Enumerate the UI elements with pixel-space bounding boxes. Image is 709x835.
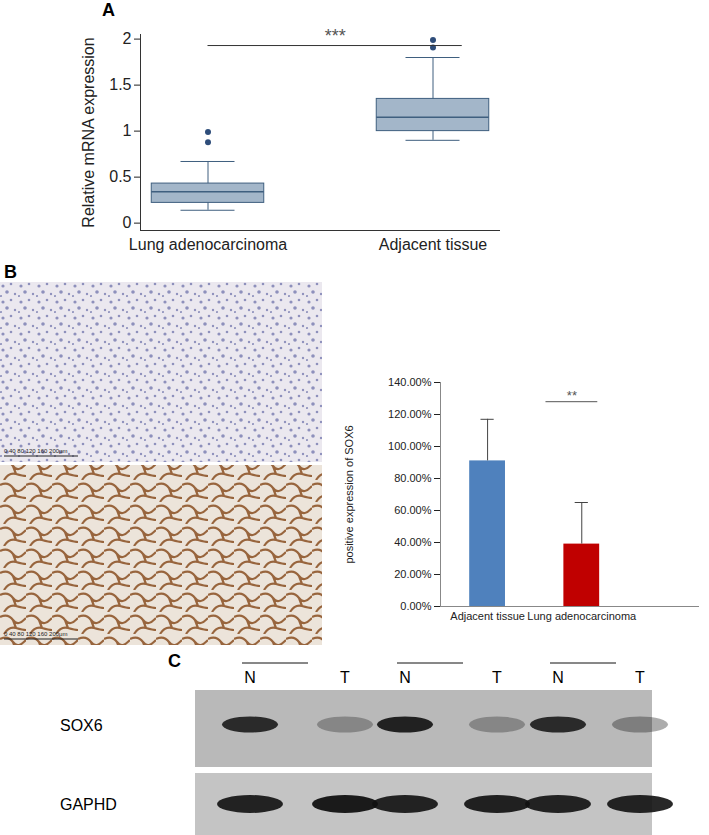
svg-text:140.00%: 140.00% bbox=[388, 376, 432, 388]
svg-text:2: 2 bbox=[123, 30, 132, 47]
svg-text:0 40 80 120 160 200μm: 0 40 80 120 160 200μm bbox=[4, 631, 68, 637]
html-text:B: B bbox=[4, 262, 17, 282]
svg-text:C: C bbox=[168, 651, 181, 671]
svg-text:N: N bbox=[399, 669, 411, 686]
svg-text:20.00%: 20.00% bbox=[394, 568, 432, 580]
svg-text:SOX6: SOX6 bbox=[60, 717, 103, 734]
svg-text:0.00%: 0.00% bbox=[400, 600, 431, 612]
svg-text:N: N bbox=[552, 669, 564, 686]
svg-text:Lung adenocarcinoma: Lung adenocarcinoma bbox=[527, 610, 637, 622]
svg-text:Relative mRNA expression: Relative mRNA expression bbox=[80, 37, 97, 227]
svg-text:Adjacent tissue: Adjacent tissue bbox=[379, 236, 488, 253]
svg-text:**: ** bbox=[567, 388, 577, 403]
svg-text:60.00%: 60.00% bbox=[394, 504, 432, 516]
svg-text:GAPHD: GAPHD bbox=[60, 796, 117, 813]
svg-text:80.00%: 80.00% bbox=[394, 472, 432, 484]
svg-text:Lung adenocarcinoma: Lung adenocarcinoma bbox=[129, 236, 287, 253]
svg-text:N: N bbox=[244, 669, 256, 686]
svg-text:1: 1 bbox=[123, 122, 132, 139]
svg-text:positive expression of SOX6: positive expression of SOX6 bbox=[343, 425, 355, 563]
svg-text:120.00%: 120.00% bbox=[388, 408, 432, 420]
svg-text:T: T bbox=[635, 669, 645, 686]
svg-text:0 40 80 120 160 200μm: 0 40 80 120 160 200μm bbox=[4, 448, 68, 454]
svg-text:0.5: 0.5 bbox=[109, 168, 131, 185]
svg-text:Adjacent tissue: Adjacent tissue bbox=[450, 610, 525, 622]
svg-text:40.00%: 40.00% bbox=[394, 536, 432, 548]
svg-text:T: T bbox=[492, 669, 502, 686]
svg-text:100.00%: 100.00% bbox=[388, 440, 432, 452]
svg-text:T: T bbox=[340, 669, 350, 686]
svg-text:0: 0 bbox=[123, 214, 132, 231]
html-text:A: A bbox=[102, 0, 115, 20]
svg-text:1.5: 1.5 bbox=[109, 76, 131, 93]
svg-text:***: *** bbox=[325, 26, 346, 46]
